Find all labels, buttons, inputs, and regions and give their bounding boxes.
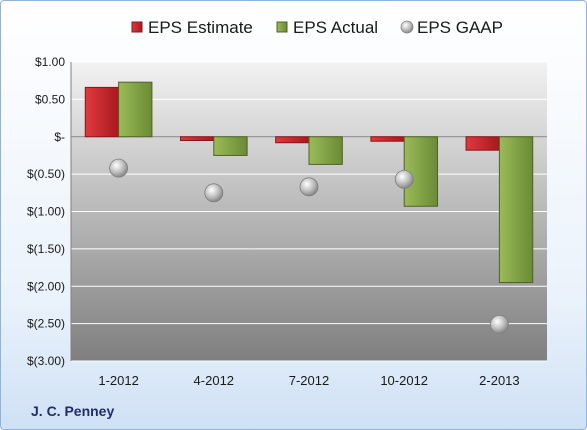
x-tick-label: 2-2013 <box>479 373 519 388</box>
eps-actual-bar <box>403 136 439 207</box>
y-tick-label: $0.50 <box>35 92 65 106</box>
y-tick-label: $(3.00) <box>27 354 65 368</box>
eps-gaap-marker <box>299 177 319 197</box>
legend-label: EPS GAAP <box>417 18 503 37</box>
eps-gaap-marker <box>394 169 414 189</box>
legend-label: EPS Estimate <box>148 18 253 37</box>
eps-gaap-marker <box>489 314 509 334</box>
x-axis: 1-2012 4-2012 7-2012 10-2012 2-2013 <box>98 373 519 388</box>
eps-actual-bar <box>308 136 343 165</box>
x-tick-label: 1-2012 <box>98 373 138 388</box>
eps-estimate-legend-swatch <box>131 21 143 33</box>
legend: EPS Estimate EPS Actual EPS GAAP <box>131 18 503 37</box>
eps-actual-bar <box>498 136 534 284</box>
eps-actual-bar <box>118 81 153 138</box>
x-tick-label: 7-2012 <box>289 373 329 388</box>
gaap-markers <box>109 158 509 334</box>
eps-estimate-bar <box>84 86 120 138</box>
eps-estimate-bar <box>465 136 500 151</box>
eps-estimate-bar <box>179 136 215 141</box>
y-tick-label: $(1.00) <box>27 205 65 219</box>
eps-estimate-bar <box>275 136 310 144</box>
y-tick-label: $1.00 <box>35 55 65 69</box>
company-name: J. C. Penney <box>31 403 115 419</box>
eps-estimate-bar <box>370 136 405 142</box>
y-tick-label: $(2.00) <box>27 279 65 293</box>
eps-gaap-marker <box>109 158 128 178</box>
eps-actual-bar <box>213 136 248 156</box>
x-tick-label: 4-2012 <box>194 373 234 388</box>
x-tick-label: 10-2012 <box>380 373 428 388</box>
bars <box>84 81 534 284</box>
y-tick-label: $- <box>54 130 65 144</box>
legend-label: EPS Actual <box>293 18 378 37</box>
eps-gaap-marker <box>204 183 224 203</box>
y-tick-label: $(1.50) <box>27 242 65 256</box>
y-axis: $1.00 $0.50 $- $(0.50) $(1.00) $(1.50) $(2.00)… <box>27 55 547 368</box>
eps-gaap-legend-swatch <box>400 20 414 34</box>
y-tick-label: $(2.50) <box>27 317 65 331</box>
y-tick-label: $(0.50) <box>27 167 65 181</box>
eps-actual-legend-swatch <box>276 21 288 33</box>
